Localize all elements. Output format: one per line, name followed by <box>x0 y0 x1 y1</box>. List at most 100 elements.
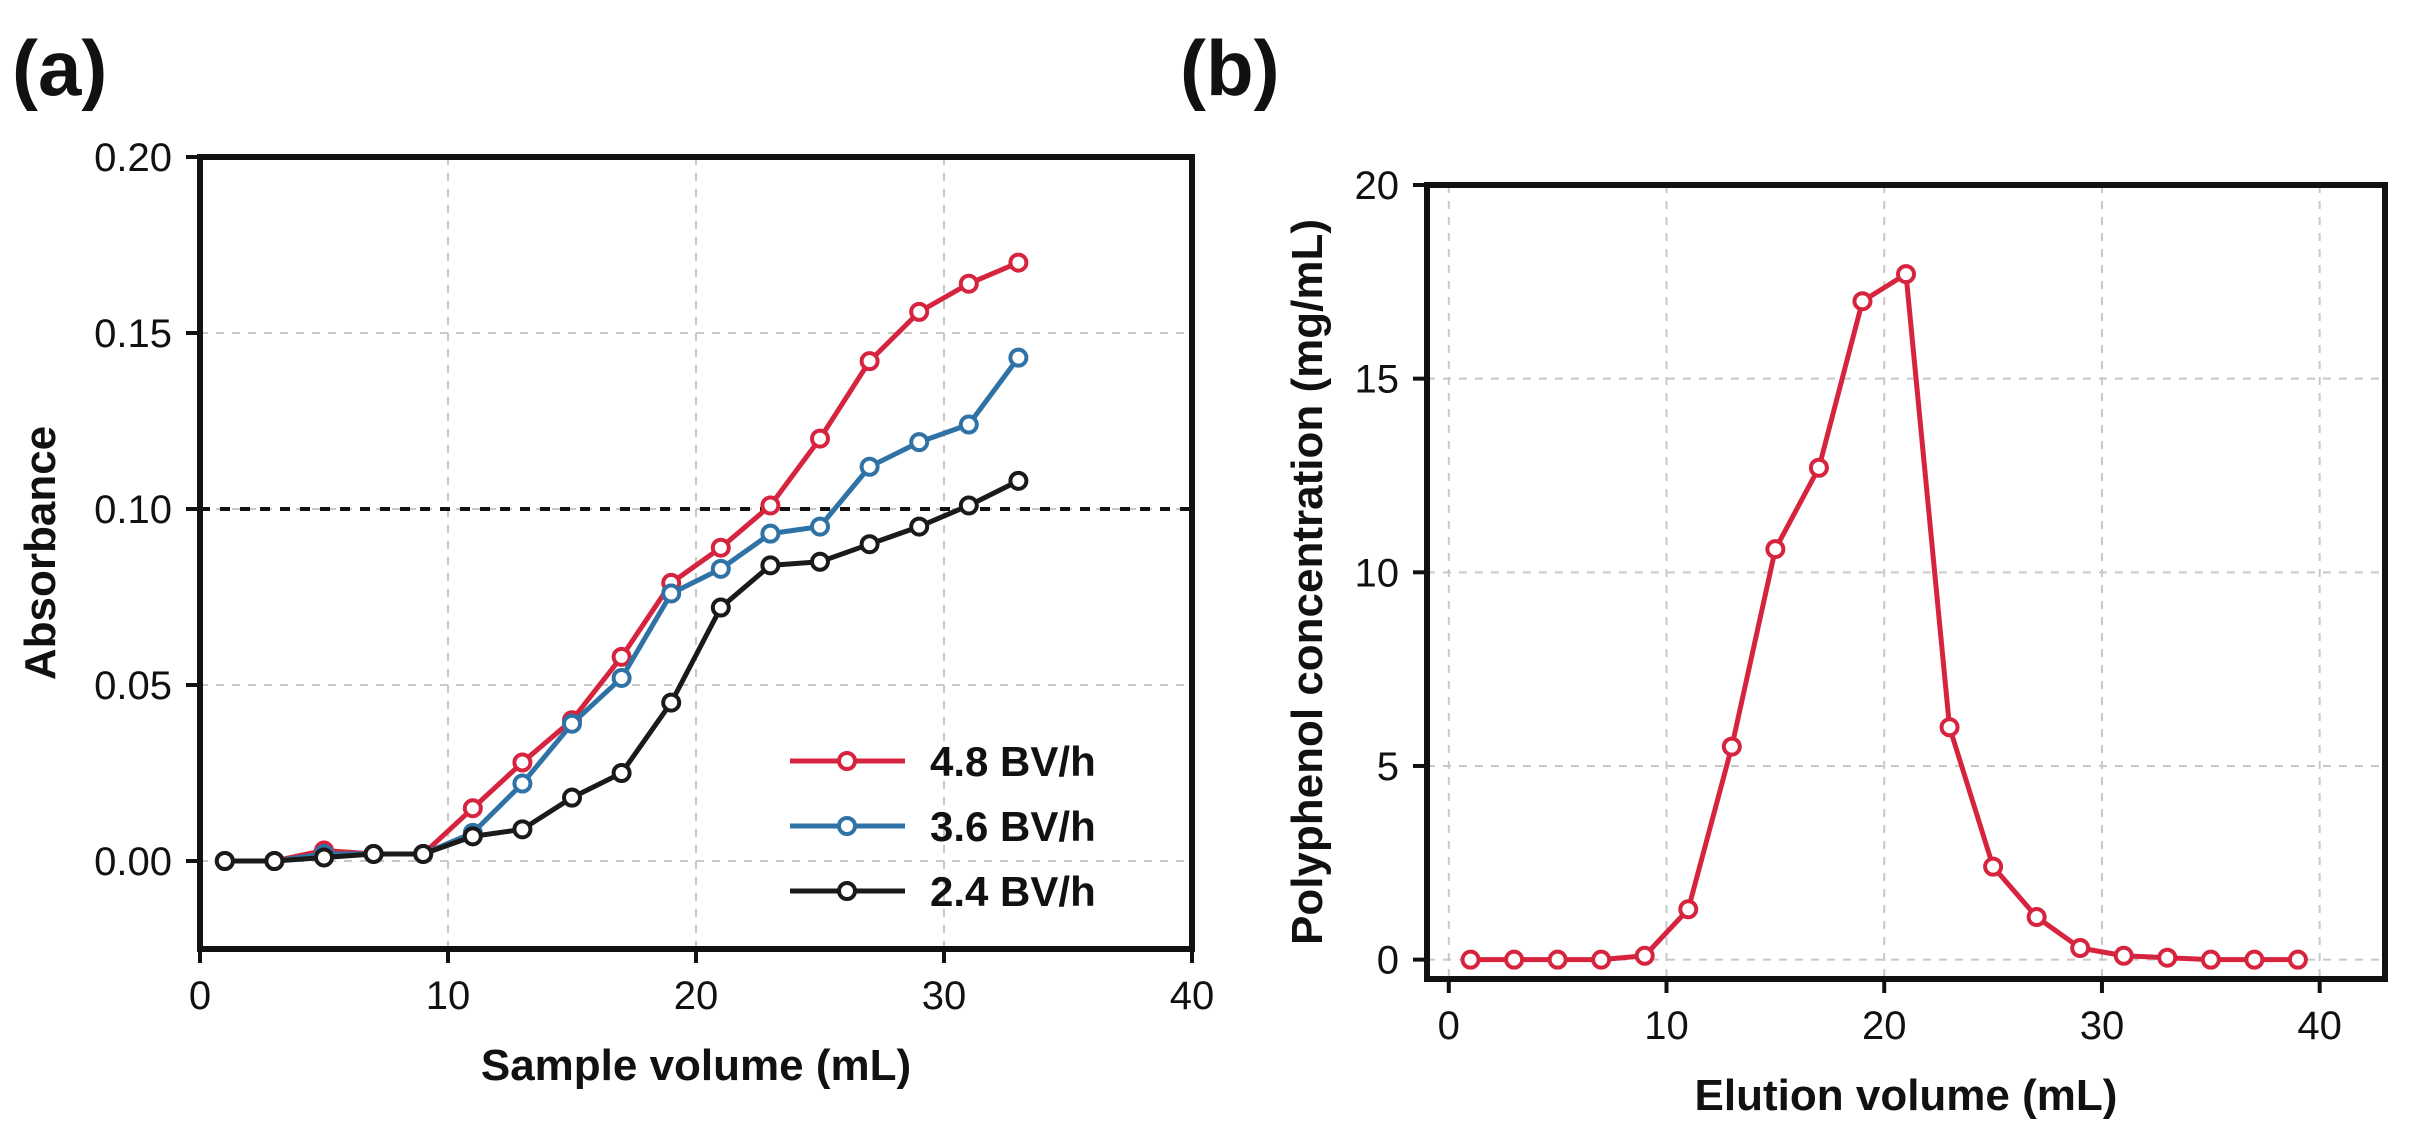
series-group-b <box>1460 264 2308 970</box>
panel-label-a: (a) <box>12 24 107 112</box>
data-point <box>661 692 682 713</box>
chart-panel-b: (b) 0 10 20 30 40 0 5 10 15 20 Elution volume (mL… <box>1180 24 2388 1120</box>
data-point <box>710 597 731 618</box>
x-tick-label: 10 <box>1644 1004 1689 1048</box>
y-tick-label: 0.20 <box>94 136 172 180</box>
x-tick-label: 0 <box>1438 1004 1460 1048</box>
data-point <box>1896 264 1916 285</box>
data-point <box>462 798 483 819</box>
legend-marker <box>837 816 857 836</box>
chart-panel-a: (a) 0 10 20 30 40 0.00 0.05 0.10 0.15 0.20 Sample… <box>12 24 1214 1090</box>
panel-label-b: (b) <box>1180 24 1280 112</box>
ticks-a: 0 10 20 30 40 0.00 0.05 0.10 0.15 0.20 <box>94 136 1214 1018</box>
data-point <box>810 551 830 572</box>
x-axis-title-b: Elution volume (mL) <box>1695 1071 2118 1120</box>
data-point <box>859 456 880 477</box>
data-point <box>859 351 880 372</box>
data-point <box>2157 947 2178 968</box>
data-point <box>2200 949 2221 970</box>
data-point <box>1008 252 1029 273</box>
legend-marker <box>837 751 857 771</box>
data-point <box>611 763 632 783</box>
grid-a <box>200 157 1192 949</box>
legend-a: 4.8 BV/h 3.6 BV/h 2.4 BV/h <box>790 738 1096 915</box>
plot-frame-b <box>1424 182 2388 982</box>
data-point <box>2026 907 2047 928</box>
data-point <box>958 273 979 294</box>
legend-item-2: 3.6 BV/h <box>790 803 1096 850</box>
x-tick-label: 30 <box>2080 1004 2125 1048</box>
data-point <box>1591 949 1612 970</box>
x-tick-label: 40 <box>2297 1004 2342 1048</box>
data-point <box>909 516 930 537</box>
y-tick-label: 20 <box>1355 164 1400 208</box>
data-point <box>1852 291 1873 312</box>
data-point <box>363 843 384 864</box>
data-point <box>611 646 632 667</box>
data-point <box>562 713 582 734</box>
data-point <box>462 826 483 847</box>
data-point <box>958 495 979 516</box>
data-point <box>611 667 632 688</box>
legend-marker <box>837 881 857 901</box>
grid-b <box>1427 185 2385 979</box>
y-tick-label: 5 <box>1377 745 1399 789</box>
data-point <box>264 851 285 871</box>
data-point <box>810 428 830 449</box>
data-point <box>1460 949 1481 970</box>
y-tick-label: 0.15 <box>94 312 172 356</box>
x-axis-title-a: Sample volume (mL) <box>481 1041 911 1090</box>
y-axis-title-b: Polyphenol concentration (mg/mL) <box>1283 219 1332 945</box>
data-point <box>661 583 682 604</box>
data-point <box>1721 736 1742 757</box>
data-point <box>413 843 434 864</box>
ticks-b: 0 10 20 30 40 0 5 10 15 20 <box>1355 164 2342 1048</box>
x-tick-label: 10 <box>426 974 471 1018</box>
y-tick-label: 0.00 <box>94 840 172 884</box>
data-point <box>214 851 235 871</box>
y-tick-label: 0 <box>1377 939 1399 983</box>
x-tick-label: 20 <box>1862 1004 1907 1048</box>
data-point <box>2070 938 2091 959</box>
y-tick-label: 10 <box>1355 551 1400 595</box>
data-point <box>2113 945 2134 966</box>
x-tick-label: 20 <box>674 974 719 1018</box>
legend-label: 2.4 BV/h <box>930 868 1096 915</box>
data-point <box>512 819 533 840</box>
data-point <box>1547 949 1568 970</box>
x-tick-label: 0 <box>189 974 211 1018</box>
legend-item-3: 2.4 BV/h <box>790 868 1096 915</box>
y-tick-label: 15 <box>1355 358 1400 402</box>
data-point <box>1765 539 1786 560</box>
data-point <box>1008 470 1029 491</box>
data-point <box>562 787 582 808</box>
data-point <box>512 773 533 794</box>
data-point <box>1504 949 1525 970</box>
data-point <box>760 523 781 544</box>
data-point <box>512 752 533 773</box>
data-point <box>859 534 880 555</box>
data-point <box>314 847 334 868</box>
data-point <box>710 537 731 558</box>
data-point <box>1808 457 1829 478</box>
data-point <box>810 516 830 537</box>
x-tick-label: 30 <box>922 974 967 1018</box>
series-line-2 <box>224 356 1021 864</box>
data-point <box>1939 717 1960 738</box>
data-point <box>1008 347 1029 368</box>
data-point <box>909 432 930 453</box>
legend-label: 3.6 BV/h <box>930 803 1096 850</box>
data-point <box>1634 945 1655 966</box>
y-axis-title-a: Absorbance <box>16 426 65 680</box>
data-point <box>2287 949 2308 970</box>
data-point <box>2244 949 2265 970</box>
y-tick-label: 0.10 <box>94 488 172 532</box>
y-tick-label: 0.05 <box>94 664 172 708</box>
legend-item-1: 4.8 BV/h <box>790 738 1096 785</box>
series-line-1 <box>1470 271 2298 963</box>
series-group-a <box>214 252 1029 871</box>
x-tick-label: 40 <box>1170 974 1215 1018</box>
legend-label: 4.8 BV/h <box>930 738 1096 785</box>
data-point <box>909 301 930 322</box>
